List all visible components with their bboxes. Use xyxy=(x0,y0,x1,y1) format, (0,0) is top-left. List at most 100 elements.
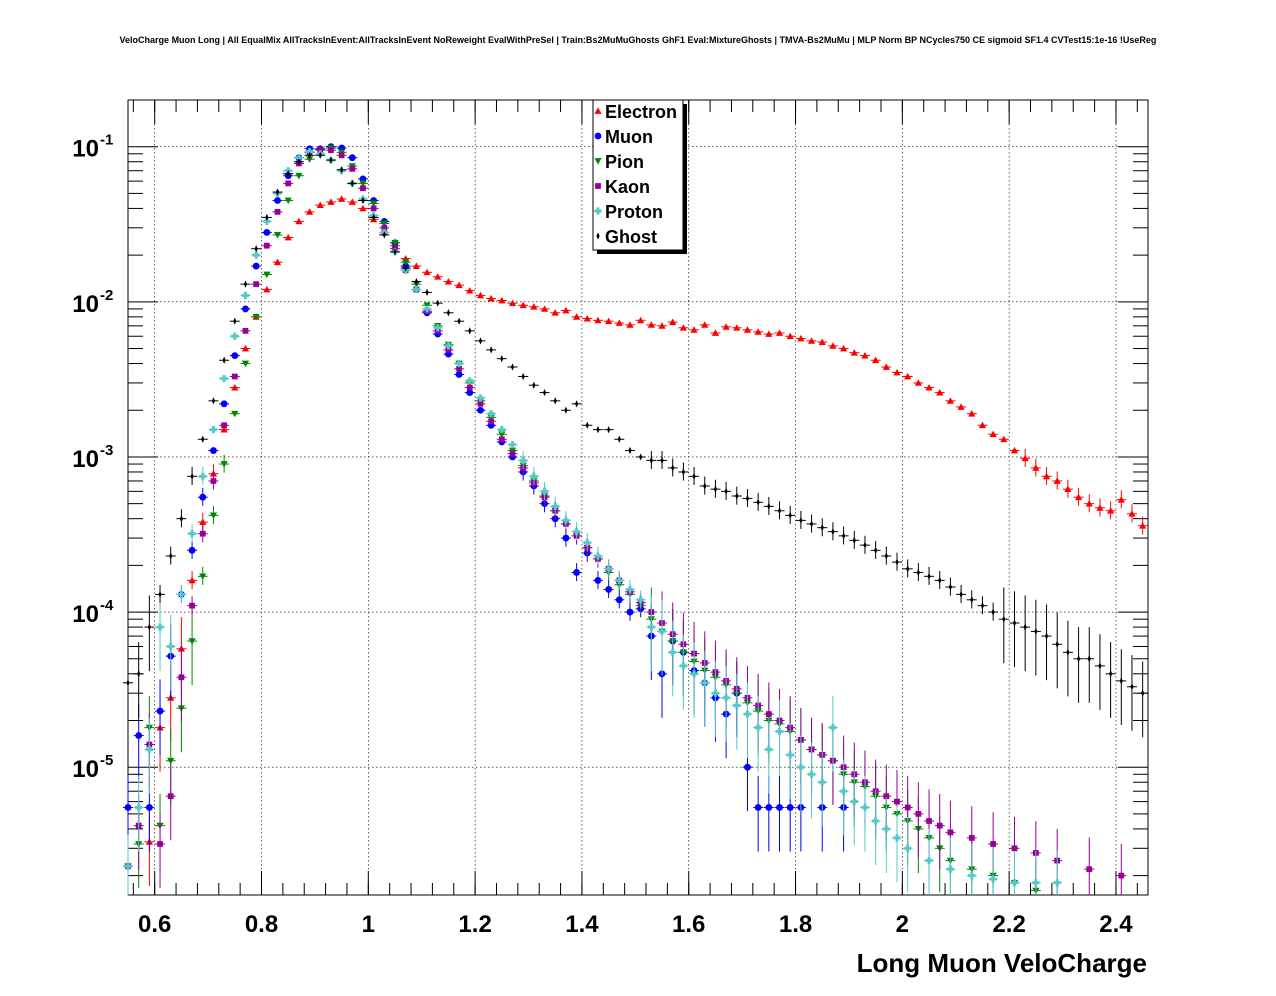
data-point xyxy=(797,763,805,771)
data-point xyxy=(179,515,184,523)
data-point xyxy=(359,204,367,212)
legend-marker xyxy=(596,232,600,240)
data-point xyxy=(906,565,910,573)
data-point xyxy=(647,623,655,631)
data-point xyxy=(1141,689,1145,697)
data-point xyxy=(754,328,762,335)
data-point xyxy=(872,356,880,364)
data-point xyxy=(456,365,462,372)
data-point xyxy=(743,326,752,333)
data-point xyxy=(254,245,258,253)
data-point xyxy=(626,608,634,616)
data-point xyxy=(327,198,335,205)
data-point xyxy=(253,281,260,288)
data-point xyxy=(519,301,527,309)
data-point xyxy=(284,233,292,241)
data-point xyxy=(434,273,442,280)
data-point xyxy=(466,287,474,294)
grid-layer xyxy=(128,100,1148,895)
data-point xyxy=(990,841,997,847)
data-point xyxy=(1002,615,1006,623)
data-point xyxy=(263,229,271,236)
data-point xyxy=(1000,435,1008,443)
data-point xyxy=(476,394,485,402)
data-point xyxy=(339,166,344,174)
data-point xyxy=(605,565,613,573)
data-point xyxy=(1053,879,1061,887)
data-point xyxy=(220,426,228,433)
legend-marker xyxy=(595,183,601,189)
data-point xyxy=(615,319,623,326)
data-point xyxy=(1128,510,1136,517)
data-point xyxy=(615,576,623,585)
data-point xyxy=(178,674,185,681)
data-point xyxy=(199,518,207,526)
data-point xyxy=(915,811,922,817)
data-point xyxy=(1010,879,1019,887)
data-point xyxy=(671,464,675,472)
legend-label: Kaon xyxy=(605,177,650,197)
data-point xyxy=(305,156,314,163)
points-layer xyxy=(123,143,1148,895)
x-tick-label: 1.4 xyxy=(565,911,599,938)
data-point xyxy=(540,305,549,312)
y-tick-label-exp: -3 xyxy=(100,442,113,459)
data-point xyxy=(167,757,175,765)
data-point xyxy=(412,262,420,269)
data-point xyxy=(1085,500,1093,507)
data-point xyxy=(137,670,141,678)
data-point xyxy=(360,185,366,192)
data-point xyxy=(1118,872,1125,879)
data-point xyxy=(724,487,728,495)
data-point xyxy=(498,436,505,443)
data-point xyxy=(305,208,314,215)
data-point xyxy=(243,280,248,288)
data-point xyxy=(391,239,399,247)
data-point xyxy=(498,426,506,434)
data-point xyxy=(500,355,504,363)
y-tick-label-exp: -5 xyxy=(100,752,113,769)
data-point xyxy=(1064,485,1072,493)
data-point xyxy=(361,196,365,205)
data-point xyxy=(788,511,792,519)
data-point xyxy=(861,803,869,812)
data-point xyxy=(199,493,207,501)
data-point xyxy=(295,217,303,225)
data-point xyxy=(980,602,985,610)
data-point xyxy=(1086,866,1093,873)
data-point xyxy=(628,446,632,455)
data-point xyxy=(829,723,837,732)
data-point xyxy=(573,569,581,576)
data-point xyxy=(402,259,410,266)
data-point xyxy=(444,278,453,285)
data-point xyxy=(348,198,356,205)
data-point xyxy=(404,264,408,272)
data-point xyxy=(487,414,495,421)
data-point xyxy=(275,188,280,196)
legend-marker xyxy=(594,158,602,165)
data-point xyxy=(735,492,739,500)
data-point xyxy=(733,324,741,331)
data-point xyxy=(124,862,132,870)
data-point xyxy=(968,835,975,841)
x-axis-title: Long Muon VeloCharge xyxy=(857,948,1147,978)
data-point xyxy=(349,165,356,172)
legend-label: Muon xyxy=(605,127,653,147)
data-point xyxy=(959,590,963,598)
data-point xyxy=(221,422,228,429)
data-point xyxy=(263,285,271,293)
data-point xyxy=(807,770,816,778)
data-point xyxy=(765,330,773,337)
data-point xyxy=(551,502,559,510)
data-point xyxy=(594,576,602,584)
data-point xyxy=(530,303,538,310)
x-tick-label: 1 xyxy=(362,911,375,938)
data-point xyxy=(767,502,771,510)
data-point xyxy=(124,804,132,811)
data-point xyxy=(947,829,954,836)
data-point xyxy=(637,596,645,604)
data-point xyxy=(756,498,760,506)
data-point xyxy=(231,332,239,340)
data-point xyxy=(466,389,474,396)
data-point xyxy=(158,590,162,598)
